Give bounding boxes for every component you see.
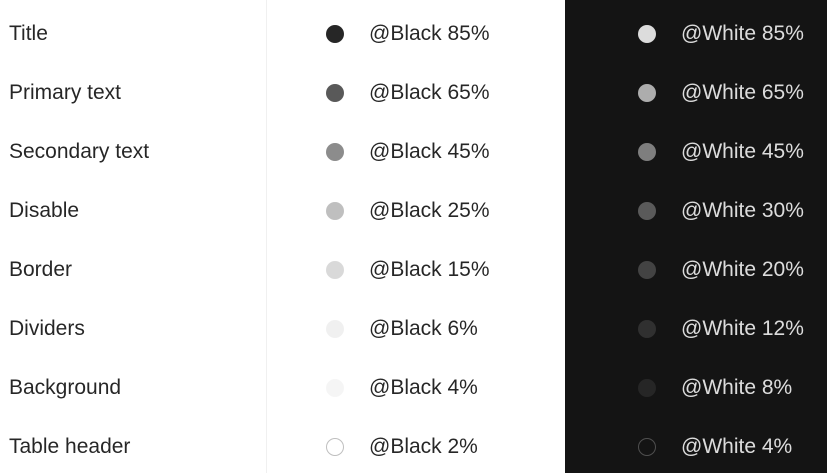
dark-theme-column: @White 85% @White 65% @White 45% @White 30%… xyxy=(565,0,827,473)
light-token-row: @Black 85% xyxy=(267,4,565,63)
usage-row: Disable xyxy=(0,181,266,240)
light-color-swatch xyxy=(326,319,344,338)
dark-token-row: @White 30% xyxy=(565,181,827,240)
usage-row: Title xyxy=(0,4,266,63)
dark-token-row: @White 20% xyxy=(565,240,827,299)
dark-token-row: @White 8% xyxy=(565,358,827,417)
light-token-name: @Black 45% xyxy=(369,139,490,163)
usage-label: Title xyxy=(9,21,48,45)
light-color-swatch xyxy=(326,142,344,161)
light-token-name: @Black 25% xyxy=(369,198,490,222)
dark-token-name: @White 8% xyxy=(681,375,793,399)
usage-row: Primary text xyxy=(0,63,266,122)
usage-row: Border xyxy=(0,240,266,299)
usage-row: Dividers xyxy=(0,299,266,358)
dark-token-row: @White 4% xyxy=(565,417,827,473)
light-token-row: @Black 2% xyxy=(267,417,565,473)
dark-color-swatch xyxy=(638,201,656,220)
dark-color-swatch xyxy=(638,142,656,161)
usage-label: Table header xyxy=(9,434,131,458)
light-token-name: @Black 6% xyxy=(369,316,478,340)
light-token-name: @Black 2% xyxy=(369,434,478,458)
light-theme-column: @Black 85% @Black 65% @Black 45% @Black 25%… xyxy=(267,0,565,473)
usage-labels-column: Title Primary text Secondary text Disable Bo… xyxy=(0,0,267,473)
light-color-swatch xyxy=(326,260,344,279)
light-color-swatch xyxy=(326,378,344,397)
usage-label: Dividers xyxy=(9,316,85,340)
light-color-swatch xyxy=(326,201,344,220)
dark-color-swatch xyxy=(638,260,656,279)
dark-color-swatch xyxy=(638,378,656,397)
light-token-row: @Black 25% xyxy=(267,181,565,240)
dark-token-row: @White 45% xyxy=(565,122,827,181)
light-token-row: @Black 65% xyxy=(267,63,565,122)
dark-token-name: @White 12% xyxy=(681,316,804,340)
light-token-row: @Black 45% xyxy=(267,122,565,181)
light-color-swatch xyxy=(326,83,344,102)
light-token-name: @Black 85% xyxy=(369,21,490,45)
light-token-name: @Black 15% xyxy=(369,257,490,281)
light-token-row: @Black 15% xyxy=(267,240,565,299)
usage-label: Border xyxy=(9,257,73,281)
light-color-swatch xyxy=(326,24,344,43)
usage-label: Primary text xyxy=(9,80,122,104)
dark-token-row: @White 65% xyxy=(565,63,827,122)
dark-token-name: @White 45% xyxy=(681,139,804,163)
dark-color-swatch xyxy=(638,319,656,338)
dark-token-name: @White 85% xyxy=(681,21,804,45)
dark-token-row: @White 12% xyxy=(565,299,827,358)
light-token-row: @Black 4% xyxy=(267,358,565,417)
dark-color-swatch xyxy=(638,437,656,456)
dark-token-name: @White 30% xyxy=(681,198,804,222)
usage-row: Background xyxy=(0,358,266,417)
light-color-swatch xyxy=(326,437,344,456)
dark-token-name: @White 65% xyxy=(681,80,804,104)
light-token-row: @Black 6% xyxy=(267,299,565,358)
usage-row: Table header xyxy=(0,417,266,473)
dark-color-swatch xyxy=(638,24,656,43)
usage-label: Disable xyxy=(9,198,80,222)
usage-label: Secondary text xyxy=(9,139,150,163)
dark-token-row: @White 85% xyxy=(565,4,827,63)
usage-label: Background xyxy=(9,375,122,399)
light-token-name: @Black 65% xyxy=(369,80,490,104)
dark-token-name: @White 20% xyxy=(681,257,804,281)
light-token-name: @Black 4% xyxy=(369,375,478,399)
dark-token-name: @White 4% xyxy=(681,434,793,458)
usage-row: Secondary text xyxy=(0,122,266,181)
dark-color-swatch xyxy=(638,83,656,102)
